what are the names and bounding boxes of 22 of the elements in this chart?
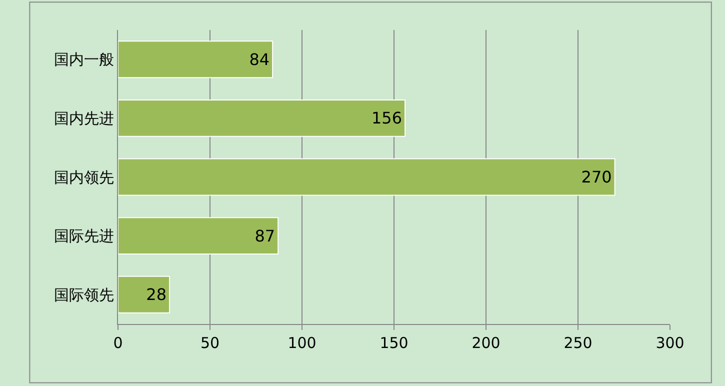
x-tick-label: 100 [288,334,316,352]
data-label: 87 [254,226,276,246]
data-label: 28 [146,285,167,304]
bar [118,99,406,137]
bar [118,158,616,196]
y-tick-label: 国际领先 [54,286,114,304]
y-tick-label: 国内先进 [54,109,114,128]
x-tick-label: 50 [200,334,220,352]
x-tick-label: 300 [656,334,684,352]
y-tick-label: 国内一般 [54,50,114,69]
bar [118,40,274,78]
x-tick-label: 250 [564,334,592,352]
x-tick-label: 200 [472,334,500,352]
bar [118,276,170,314]
data-label: 84 [249,50,270,69]
y-tick-label: 国际先进 [54,227,114,246]
x-tick-label: 150 [380,334,408,352]
data-label: 156 [371,108,402,128]
bar [118,217,279,255]
y-tick-label: 国内领先 [54,168,114,186]
data-label: 270 [581,168,612,186]
x-tick-label: 0 [113,334,123,352]
